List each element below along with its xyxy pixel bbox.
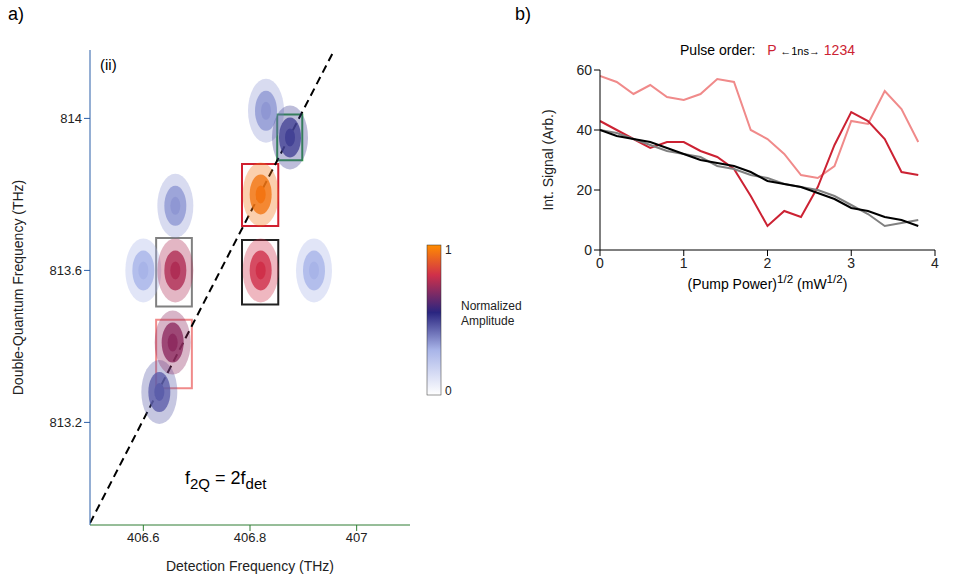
svg-text:0: 0 bbox=[445, 384, 452, 398]
svg-text:0: 0 bbox=[596, 255, 604, 271]
svg-text:1: 1 bbox=[680, 255, 688, 271]
svg-text:40: 40 bbox=[576, 122, 592, 138]
svg-text:406.6: 406.6 bbox=[127, 530, 160, 545]
svg-text:813.6: 813.6 bbox=[49, 263, 82, 278]
svg-text:Detection Frequency (THz): Detection Frequency (THz) bbox=[166, 558, 334, 574]
svg-text:Double-Quantum Frequency (THz): Double-Quantum Frequency (THz) bbox=[10, 180, 26, 396]
svg-text:4: 4 bbox=[931, 255, 939, 271]
svg-text:Int. Signal (Arb.): Int. Signal (Arb.) bbox=[540, 109, 556, 210]
svg-text:0: 0 bbox=[584, 242, 592, 258]
svg-text:3: 3 bbox=[847, 255, 855, 271]
html-text:b): b) bbox=[515, 4, 531, 24]
svg-text:406.8: 406.8 bbox=[234, 530, 267, 545]
html-text:a): a) bbox=[8, 4, 24, 24]
svg-text:2: 2 bbox=[764, 255, 772, 271]
svg-text:20: 20 bbox=[576, 182, 592, 198]
html-text:(ii): (ii) bbox=[100, 56, 117, 73]
html-text:(Pump Power)1/2(mW1/2): (Pump Power)1/2(mW1/2) bbox=[687, 272, 848, 292]
html-text:P ←1ns→ 1234: P ←1ns→ 1234 bbox=[767, 42, 855, 58]
svg-text:814: 814 bbox=[60, 111, 82, 126]
svg-text:813.2: 813.2 bbox=[49, 415, 82, 430]
svg-text:Amplitude: Amplitude bbox=[461, 314, 515, 328]
html-text:Pulse order:: Pulse order: bbox=[680, 42, 756, 58]
svg-text:Normalized: Normalized bbox=[461, 299, 522, 313]
svg-text:407: 407 bbox=[346, 530, 368, 545]
svg-text:60: 60 bbox=[576, 62, 592, 78]
html-text:f2Q= 2fdet: f2Q= 2fdet bbox=[185, 468, 267, 492]
svg-text:1: 1 bbox=[445, 243, 452, 257]
